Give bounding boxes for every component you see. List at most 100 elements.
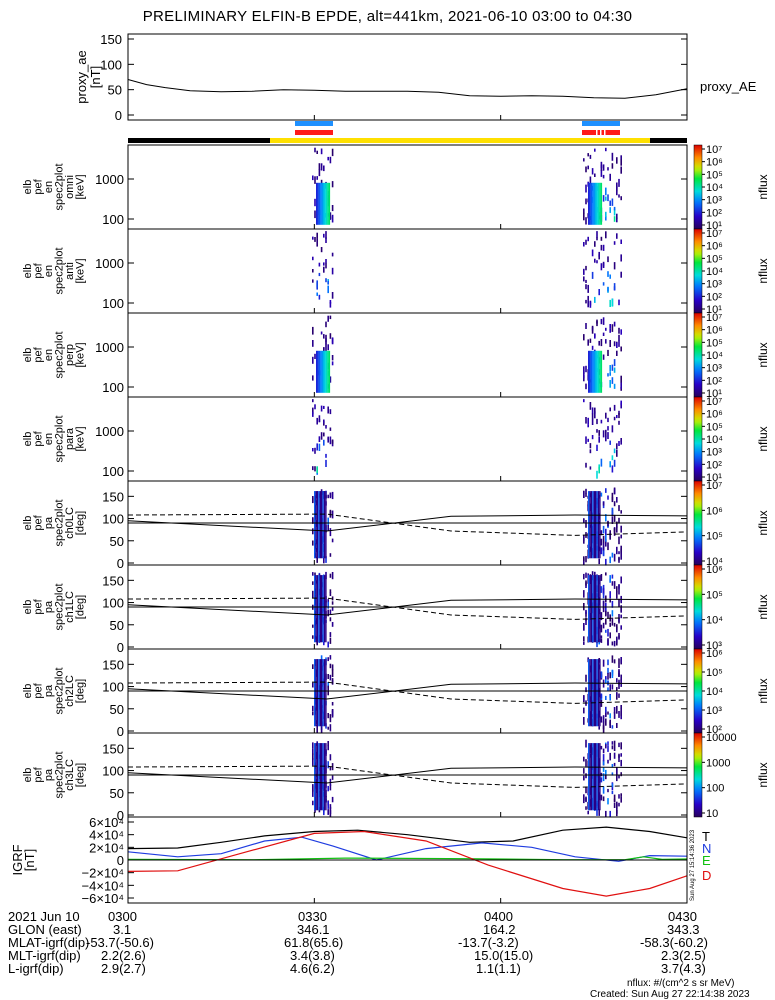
panel-ylabel-line: [deg] <box>75 763 87 787</box>
panel-ylabel-line: elb <box>22 180 34 195</box>
spectrogram-cell <box>594 148 596 152</box>
spectrogram-cell <box>325 459 327 467</box>
spectrogram-cell <box>599 743 601 811</box>
footer-glon-1: 346.1 <box>297 922 330 937</box>
spectrogram-cell <box>589 659 591 727</box>
spectrogram-cell <box>607 256 609 263</box>
colorbar-tick-label: 10⁶ <box>706 409 723 421</box>
spectrogram-cell <box>598 808 600 816</box>
spectrogram-cell <box>613 383 616 389</box>
spectrogram-cell <box>331 148 334 157</box>
spectrogram-cell <box>320 182 322 225</box>
spectrogram-cell <box>314 575 316 643</box>
igrf-T-line <box>127 826 688 850</box>
spectrogram-cell <box>312 624 314 628</box>
spectrogram-cell <box>583 518 585 524</box>
spectrogram-cell <box>316 176 318 180</box>
footer-glon-0: 3.1 <box>113 922 132 937</box>
spectrogram-cell <box>616 415 618 419</box>
spectrogram-cell <box>613 367 616 373</box>
spectrogram-cell <box>607 542 609 551</box>
spectrogram-cell <box>613 581 616 589</box>
spectrogram-cell <box>602 622 605 629</box>
spectrogram-cell <box>314 466 316 472</box>
spectrogram-cell <box>620 402 622 409</box>
spectrogram-cell <box>594 173 596 177</box>
spectrogram-cell <box>596 231 598 238</box>
spectrogram-cell <box>609 207 611 213</box>
colorbar-tick-label: 10⁵ <box>706 337 723 349</box>
spectrogram-cell <box>609 532 611 540</box>
spectrogram-cell <box>312 581 314 585</box>
spectrogram-cell <box>607 667 609 674</box>
footer-glon-3: 343.3 <box>667 922 700 937</box>
spectrogram-cell <box>607 495 609 500</box>
spectrogram-cell <box>331 491 334 500</box>
spectrogram-cell <box>613 206 616 211</box>
panel-ylabel-line: pa <box>43 516 55 529</box>
spectrogram-cell <box>602 584 605 591</box>
spectrogram-cell <box>585 284 587 290</box>
proxy-ae-ylabel-line: proxy_ae <box>74 50 89 103</box>
spectrogram-cell <box>592 743 594 811</box>
spectrogram-cell <box>327 685 329 691</box>
spectrogram-cell <box>329 427 332 431</box>
spectrogram-cell <box>322 575 324 643</box>
spectrogram-cell <box>597 491 600 559</box>
spectrogram-cell <box>585 265 587 271</box>
spectrogram-cell <box>600 547 603 555</box>
spectrogram-cell <box>620 271 622 278</box>
spectrogram-cell <box>329 376 332 383</box>
colorbar-tick-label: 10⁶ <box>706 157 723 169</box>
spectrogram-cell <box>331 355 334 361</box>
spectrogram-cell <box>594 258 596 263</box>
footer-l-1: 4.6(6.2) <box>290 961 335 976</box>
spectrogram-cell <box>312 540 314 546</box>
spectrogram-cell <box>611 669 614 674</box>
spectrogram-cell <box>618 194 620 198</box>
spectrogram-cell <box>620 576 622 584</box>
spectrogram-cell <box>318 743 320 811</box>
spectrogram-cell <box>585 609 587 615</box>
spectrogram-cell <box>602 195 605 202</box>
spectrogram-cell <box>605 187 607 196</box>
spectrogram-cell <box>318 443 321 451</box>
spectrogram-cell <box>613 488 616 495</box>
spectrogram-cell <box>323 575 326 643</box>
spectrogram-cell <box>327 674 329 679</box>
spectrogram-cell <box>588 659 590 727</box>
spectrogram-cell <box>593 491 595 559</box>
footer-mlat-3: -58.3(-60.2) <box>640 935 708 950</box>
spectrogram-cell <box>589 176 592 184</box>
orbit-status-bar <box>128 121 687 143</box>
spectrogram-cell <box>312 528 314 535</box>
spectrogram-cell <box>609 328 611 333</box>
spectrogram-cell <box>324 350 326 393</box>
spectrogram-cell <box>600 458 603 467</box>
spectrogram-cell <box>331 601 334 605</box>
spectrogram-cell <box>605 488 607 493</box>
spectrogram-cell <box>331 622 334 627</box>
panel-ylabel-line: spec2plot <box>54 499 66 546</box>
spectrogram-cell <box>620 552 622 560</box>
footer-mlt-3: 2.3(2.5) <box>661 948 706 963</box>
spectrogram-cell <box>317 182 319 225</box>
spectrogram-cell <box>312 340 314 347</box>
spectrogram-cell <box>613 404 616 411</box>
spectrogram-cell <box>323 233 325 238</box>
spectrogram-cell <box>611 574 614 579</box>
spectrogram-cell <box>312 175 314 181</box>
spectrogram-cell <box>607 687 609 691</box>
footer-label-mlat: MLAT-igrf(dip) <box>8 935 90 950</box>
spectrogram-cell <box>602 725 605 733</box>
footer-tick-0300: 0300 <box>108 909 137 924</box>
colorbar-label: nflux <box>756 174 770 199</box>
spectrogram-cell <box>331 205 334 212</box>
spectrogram-cell <box>598 430 600 436</box>
spectrogram-cell <box>618 693 620 698</box>
spectrogram-cell <box>589 443 592 449</box>
spectrogram-cell <box>592 575 594 643</box>
spectrogram-cell <box>602 501 605 506</box>
panel-ylabel-line: spec2plot <box>54 163 66 210</box>
